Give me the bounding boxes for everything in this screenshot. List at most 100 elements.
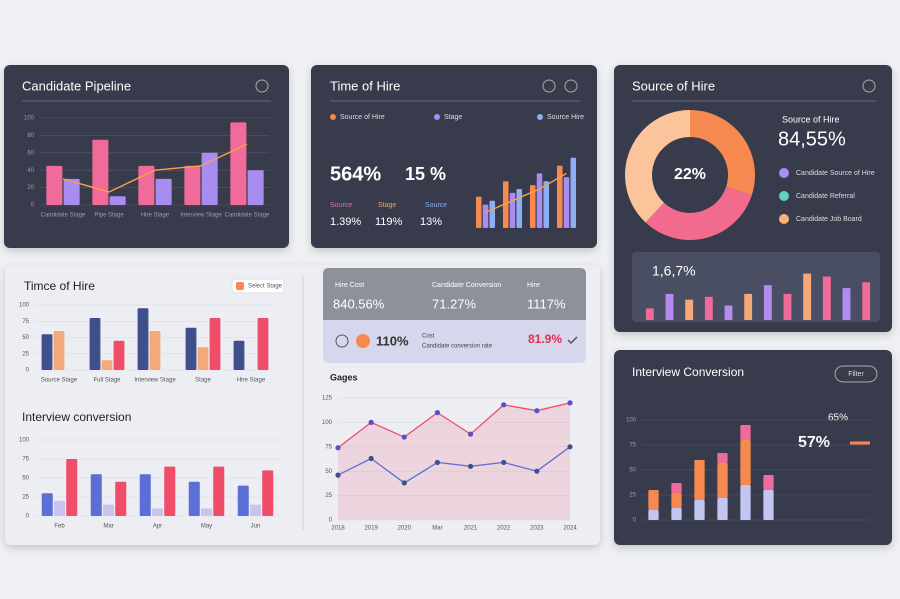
bar	[237, 485, 249, 516]
bar	[155, 178, 172, 205]
y-tick-label: 60	[27, 150, 34, 156]
y-tick-label: 75	[325, 444, 332, 450]
bar	[740, 440, 751, 485]
point	[434, 410, 441, 416]
bar	[53, 500, 66, 516]
x-tick-label: Feb	[54, 524, 65, 530]
kpi-header: Hire	[527, 282, 540, 289]
x-tick-label: 2024	[563, 526, 577, 532]
point	[567, 444, 573, 450]
bar	[529, 185, 536, 228]
line	[337, 402, 571, 449]
kpi: 65%	[828, 413, 848, 424]
bar	[53, 331, 65, 370]
badge[interactable]	[231, 278, 285, 294]
y-tick-label: 0	[26, 368, 30, 374]
bar	[842, 288, 851, 320]
bar	[763, 490, 774, 520]
heading: Source of Hire	[782, 114, 840, 124]
bar	[184, 165, 201, 205]
bar	[671, 508, 682, 520]
panel-title: Source of Hire	[632, 78, 715, 93]
bar	[665, 293, 674, 320]
icon[interactable]	[564, 79, 578, 93]
point	[501, 402, 507, 408]
icon	[335, 334, 349, 348]
badge-text[interactable]: Filter	[848, 371, 864, 378]
bar	[717, 453, 728, 463]
x-tick-label: 2022	[497, 526, 511, 532]
chart-title: Gages	[330, 372, 358, 382]
bar	[862, 282, 871, 320]
panel	[311, 65, 597, 248]
badge-text[interactable]: Select Stage	[248, 284, 283, 290]
bar	[556, 165, 563, 228]
y-tick-label: 50	[629, 468, 636, 474]
donut-center: 22%	[674, 166, 706, 183]
bar	[740, 425, 751, 440]
bar	[717, 463, 728, 498]
bar	[89, 318, 101, 370]
legend-label: Candidate Referral	[796, 193, 855, 200]
bar	[489, 200, 496, 228]
x-tick-label: Interview Stage	[134, 378, 176, 384]
bar	[803, 273, 812, 320]
kpi: 564%	[330, 163, 381, 185]
line	[337, 446, 571, 484]
x-tick-label: Mar	[432, 526, 442, 532]
bar	[139, 474, 151, 516]
bar	[763, 285, 772, 320]
panel-title: Candidate Pipeline	[22, 78, 131, 93]
bar	[109, 196, 126, 205]
point	[401, 480, 407, 486]
panel-title: Interview Conversion	[632, 365, 744, 379]
bar	[257, 318, 269, 370]
x-tick-label: Source Stage	[41, 378, 78, 384]
bar	[502, 181, 509, 228]
point	[567, 400, 573, 406]
kpi-note: Cost	[422, 334, 435, 340]
panel-title: Timce of Hire	[24, 279, 95, 293]
legend-swatch	[779, 191, 789, 201]
kpi: 15 %	[405, 164, 446, 184]
kpi-header: Hire Cost	[335, 282, 364, 289]
x-tick-label: Hire Stage	[141, 213, 170, 219]
bar	[41, 493, 53, 516]
stat-value: 1.39%	[330, 216, 361, 228]
stat-label: Source	[330, 202, 352, 209]
bar	[197, 347, 209, 370]
point	[335, 472, 341, 478]
bar	[694, 500, 705, 520]
x-tick-label: Interview Stage	[180, 213, 222, 219]
icon[interactable]	[542, 79, 556, 93]
check-icon	[567, 336, 578, 345]
bar	[46, 165, 63, 205]
x-tick-label: Pipe Stage	[94, 213, 124, 219]
stat-label: Stage	[378, 202, 396, 209]
x-tick-label: 2018	[331, 526, 345, 532]
badge[interactable]	[834, 365, 878, 383]
icon[interactable]	[862, 79, 876, 93]
donut-slice	[645, 186, 752, 240]
y-tick-label: 0	[31, 203, 35, 209]
bar	[41, 334, 53, 370]
y-tick-label: 0	[26, 514, 30, 520]
kpi: 81.9%	[528, 332, 562, 346]
bar	[783, 293, 792, 320]
y-tick-label: 80	[27, 133, 34, 139]
y-tick-label: 25	[22, 351, 29, 357]
kpi-card-top	[323, 268, 586, 320]
legend-swatch	[434, 114, 440, 120]
y-tick-label: 75	[22, 457, 29, 463]
kpi-header: Candidate Conversion	[432, 282, 501, 289]
bar	[671, 493, 682, 508]
icon[interactable]	[255, 79, 269, 93]
bar	[482, 204, 489, 228]
bar	[149, 331, 161, 370]
panel-title: Time of Hire	[330, 78, 400, 93]
x-tick-label: Hire Stage	[237, 378, 266, 384]
x-tick-label: Jun	[251, 524, 261, 530]
x-tick-label: 2021	[464, 526, 478, 532]
x-tick-label: Apr	[153, 524, 162, 530]
